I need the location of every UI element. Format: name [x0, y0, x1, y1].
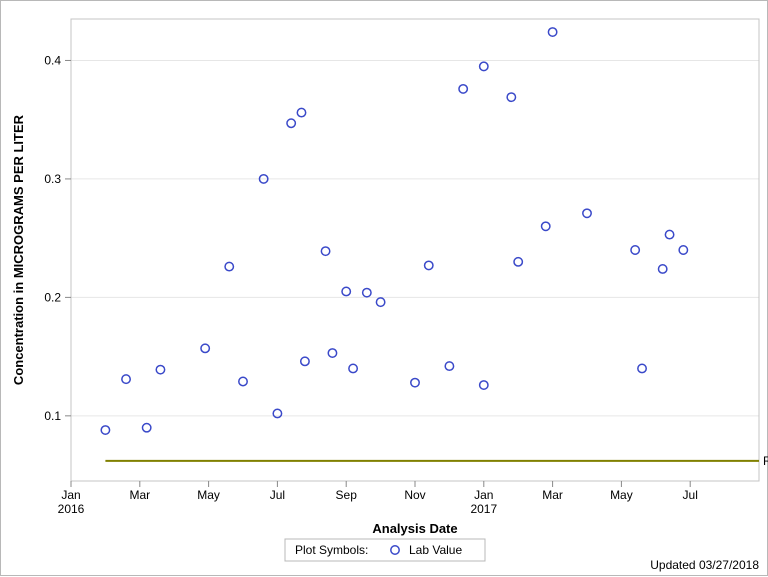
data-point: [542, 222, 550, 230]
data-point: [225, 262, 233, 270]
data-point: [665, 230, 673, 238]
data-point: [122, 375, 130, 383]
data-point: [376, 298, 384, 306]
data-point: [514, 258, 522, 266]
y-tick-label: 0.3: [44, 172, 61, 186]
data-point: [301, 357, 309, 365]
data-point: [507, 93, 515, 101]
data-point: [201, 344, 209, 352]
y-tick-label: 0.2: [44, 290, 61, 304]
x-tick-label: Jan: [61, 488, 80, 502]
data-point: [101, 426, 109, 434]
data-point: [363, 288, 371, 296]
data-point: [142, 423, 150, 431]
data-point: [638, 364, 646, 372]
x-tick-label: Jul: [270, 488, 285, 502]
plot-border: [71, 19, 759, 481]
data-point: [445, 362, 453, 370]
data-point: [328, 349, 336, 357]
data-point: [287, 119, 295, 127]
data-point: [239, 377, 247, 385]
y-tick-label: 0.4: [44, 53, 61, 67]
x-tick-label: Sep: [336, 488, 358, 502]
reporting-level-label: Reporting Level: [763, 454, 768, 468]
data-point: [297, 108, 305, 116]
data-point: [631, 246, 639, 254]
data-point: [459, 85, 467, 93]
data-point: [480, 62, 488, 70]
data-point: [273, 409, 281, 417]
data-point: [548, 28, 556, 36]
x-tick-label: Mar: [129, 488, 150, 502]
data-point: [349, 364, 357, 372]
y-tick-label: 0.1: [44, 409, 61, 423]
data-point: [156, 365, 164, 373]
legend-title: Plot Symbols:: [295, 543, 368, 557]
data-point: [321, 247, 329, 255]
x-tick-label: May: [610, 488, 633, 502]
x-tick-label: Mar: [542, 488, 563, 502]
data-point: [480, 381, 488, 389]
data-point: [411, 378, 419, 386]
x-tick-sublabel: 2017: [470, 502, 497, 516]
y-axis-label: Concentration in MICROGRAMS PER LITER: [11, 114, 26, 385]
data-point: [679, 246, 687, 254]
x-tick-label: Nov: [404, 488, 425, 502]
data-point: [425, 261, 433, 269]
x-tick-label: May: [197, 488, 220, 502]
legend-series-label: Lab Value: [409, 543, 462, 557]
chart-container: 0.10.20.30.4Jan2016MarMayJulSepNovJan201…: [0, 0, 768, 576]
x-tick-label: Jan: [474, 488, 493, 502]
data-point: [342, 287, 350, 295]
x-tick-label: Jul: [683, 488, 698, 502]
scatter-chart: 0.10.20.30.4Jan2016MarMayJulSepNovJan201…: [1, 1, 768, 577]
data-point: [583, 209, 591, 217]
data-point: [658, 265, 666, 273]
footnote: Updated 03/27/2018: [650, 558, 759, 572]
x-tick-sublabel: 2016: [58, 502, 85, 516]
x-axis-label: Analysis Date: [372, 521, 457, 536]
